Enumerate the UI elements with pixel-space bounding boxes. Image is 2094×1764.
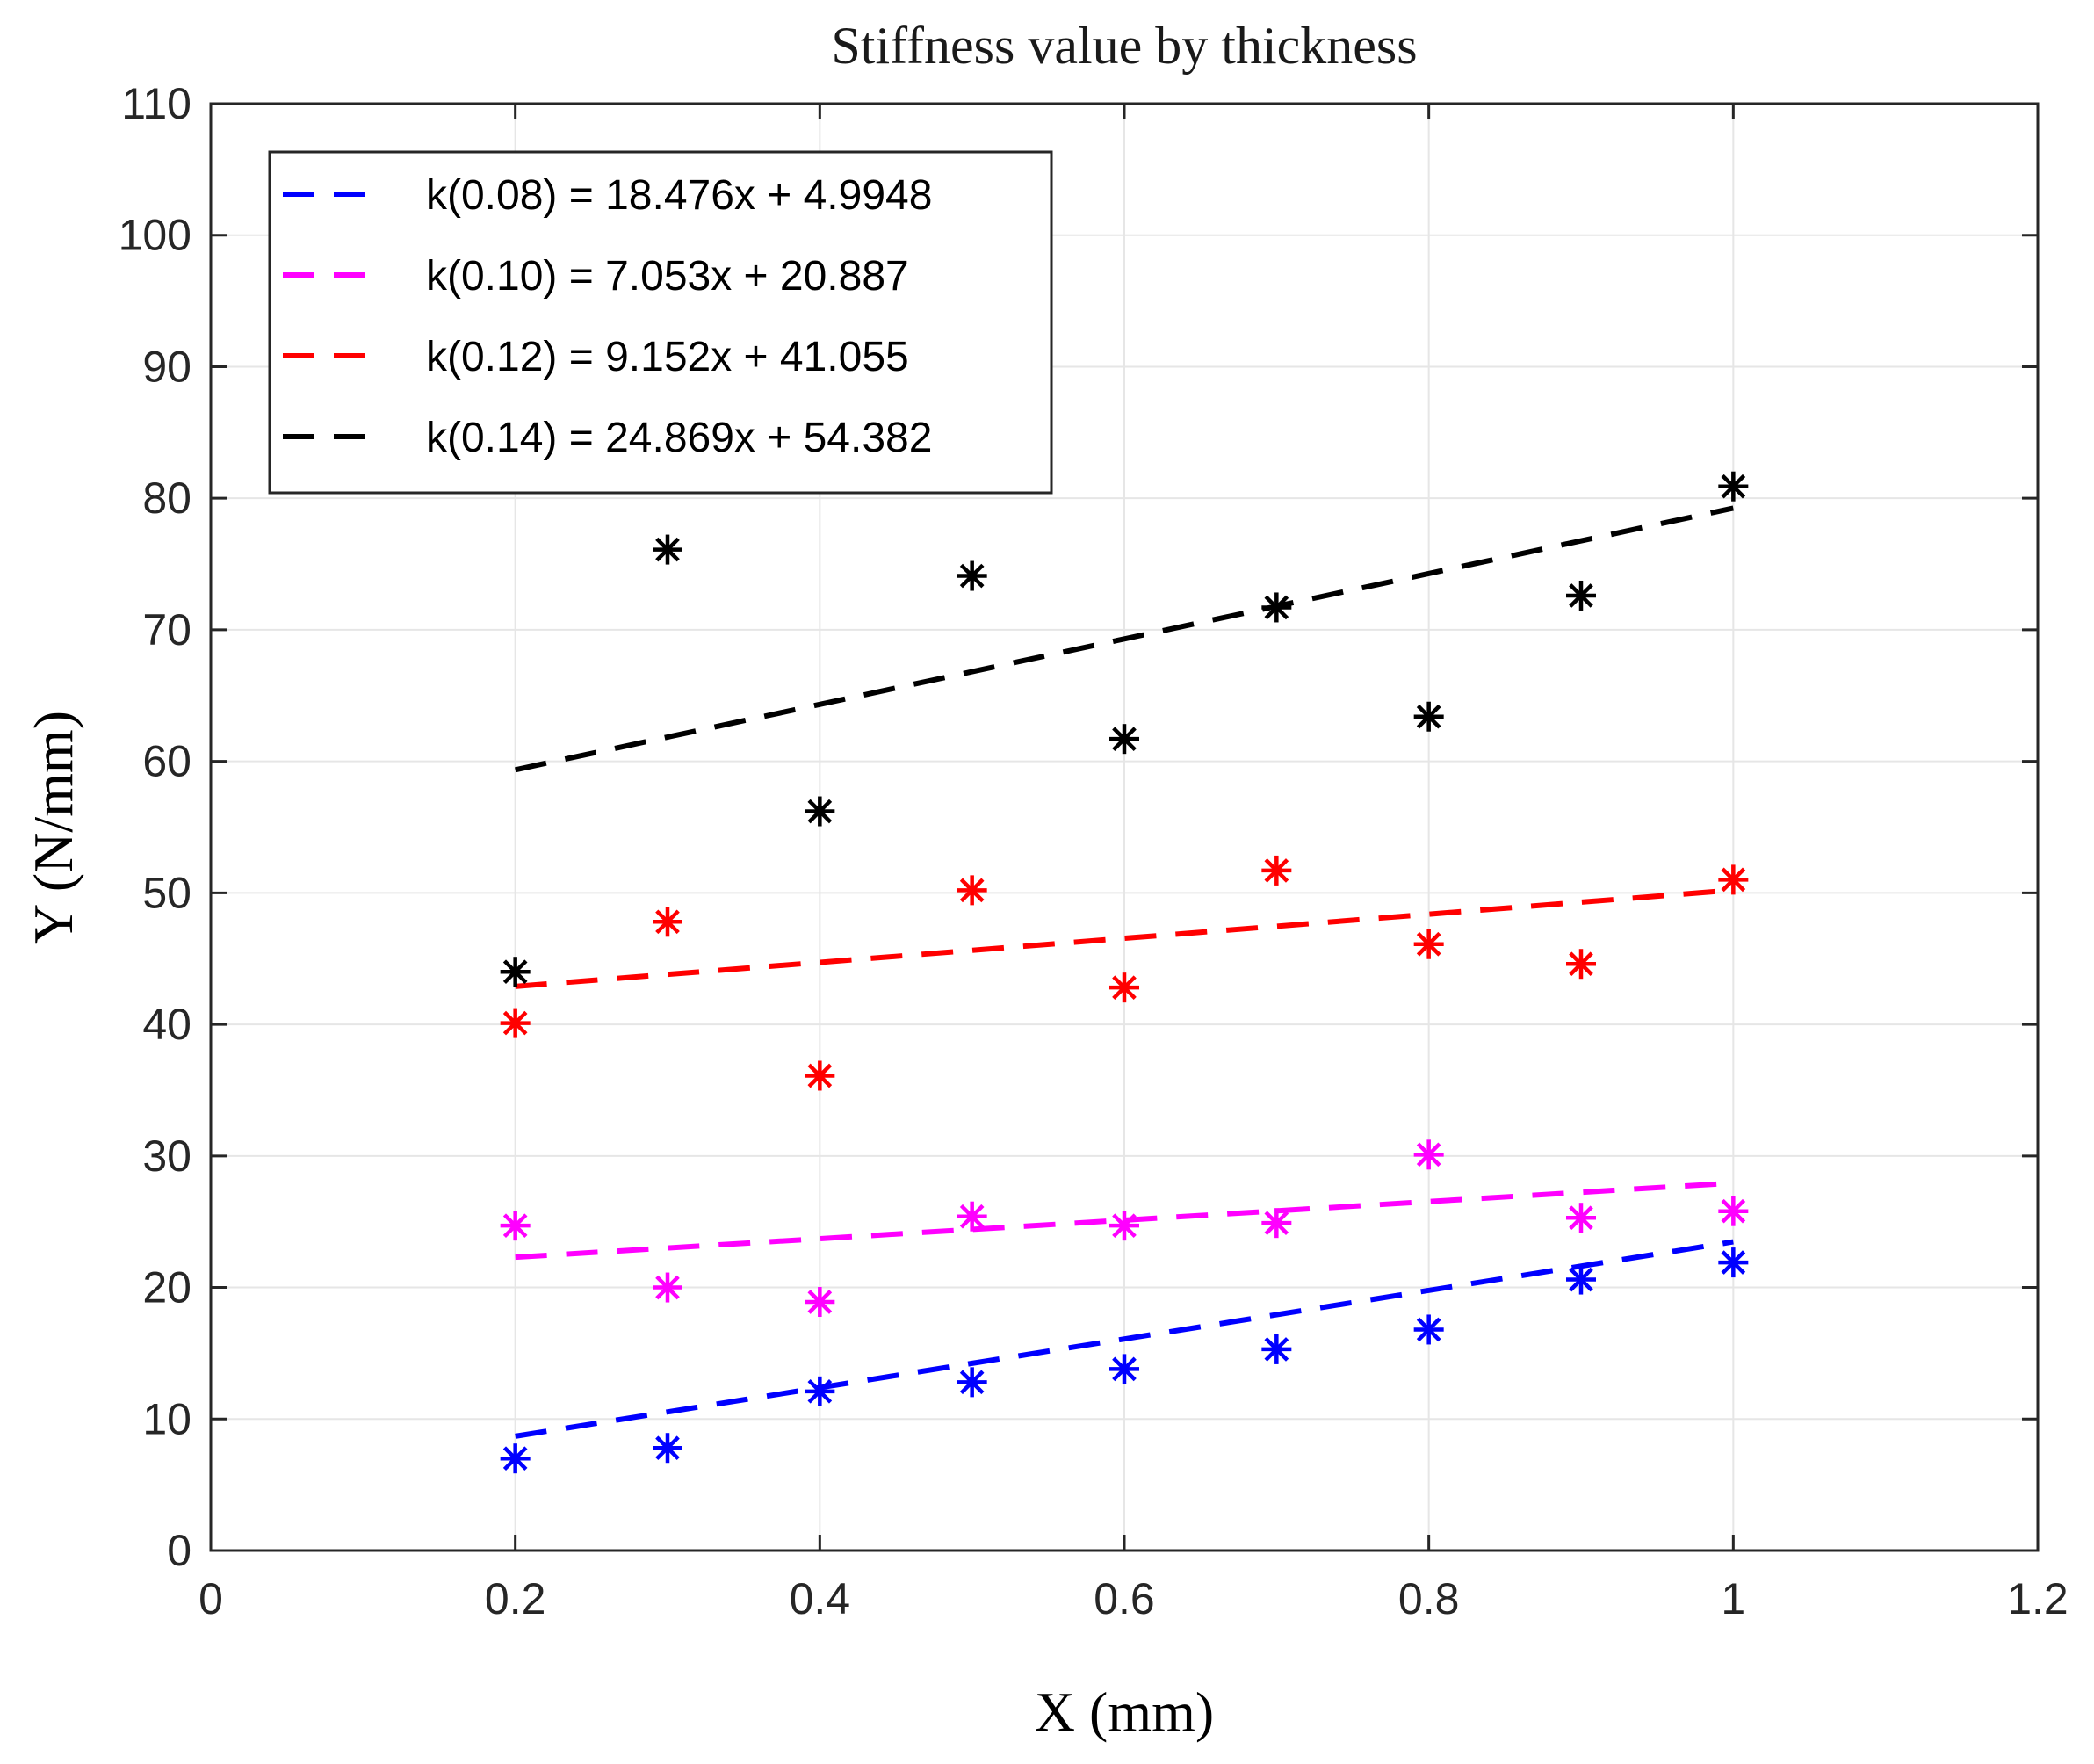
data-point-series-4 (500, 957, 531, 987)
data-point-series-1 (1109, 1354, 1139, 1384)
y-tick-label: 60 (142, 737, 191, 786)
legend-entry: k(0.12) = 9.152x + 41.055 (426, 334, 909, 380)
y-tick-label: 90 (142, 342, 191, 391)
data-point-series-1 (1261, 1334, 1292, 1364)
x-axis-label: X (mm) (1035, 1681, 1214, 1743)
data-point-series-4 (1109, 724, 1139, 755)
y-tick-label: 70 (142, 605, 191, 654)
y-tick-label: 0 (167, 1526, 191, 1575)
y-tick-label: 30 (142, 1131, 191, 1181)
y-tick-label: 100 (119, 211, 191, 260)
data-point-series-3 (500, 1008, 531, 1038)
legend-entry: k(0.10) = 7.053x + 20.887 (426, 253, 909, 300)
data-point-series-1 (957, 1367, 987, 1398)
data-point-series-3 (1109, 972, 1139, 1003)
legend-entry: k(0.14) = 24.869x + 54.382 (426, 415, 932, 461)
data-point-series-2 (500, 1211, 531, 1241)
data-point-series-4 (805, 796, 835, 827)
chart-title: Stiffness value by thickness (831, 17, 1417, 75)
data-point-series-2 (1413, 1139, 1444, 1170)
data-point-series-3 (1718, 864, 1749, 895)
data-point-series-3 (805, 1060, 835, 1091)
data-point-series-3 (1566, 949, 1596, 980)
data-point-series-3 (957, 875, 987, 906)
data-point-series-4 (653, 534, 682, 565)
y-tick-label: 20 (142, 1263, 191, 1312)
fit-line-series-1 (515, 1239, 1734, 1439)
data-point-series-1 (1413, 1314, 1444, 1345)
data-point-series-2 (1566, 1203, 1596, 1233)
data-point-series-1 (1718, 1247, 1749, 1278)
data-point-series-2 (653, 1272, 682, 1303)
data-point-series-2 (1261, 1208, 1292, 1239)
data-point-series-4 (1261, 592, 1292, 623)
legend: k(0.08) = 18.476x + 4.9948 k(0.10) = 7.05… (268, 150, 1053, 495)
data-point-series-2 (957, 1201, 987, 1232)
y-axis-label: Y (N/mm) (22, 711, 84, 944)
x-tick-label: 0.2 (485, 1574, 546, 1623)
y-tick-label: 110 (121, 79, 191, 128)
data-point-series-4 (1566, 580, 1596, 611)
data-point-series-3 (653, 907, 682, 937)
x-tick-label: 0.8 (1398, 1574, 1460, 1623)
data-point-series-4 (1413, 701, 1444, 732)
data-point-series-1 (1566, 1264, 1596, 1295)
x-tick-label: 1 (1721, 1574, 1745, 1623)
y-tick-label: 40 (142, 1000, 191, 1049)
fit-lines (515, 505, 1734, 1439)
data-point-series-1 (805, 1376, 835, 1406)
y-tick-label: 10 (142, 1394, 191, 1443)
x-tick-label: 0.6 (1094, 1574, 1155, 1623)
legend-box (268, 150, 1053, 495)
y-tick-label: 50 (142, 868, 191, 917)
data-point-series-1 (653, 1433, 682, 1464)
y-tick-label: 80 (142, 474, 191, 523)
data-point-series-2 (1718, 1196, 1749, 1226)
data-point-series-4 (1718, 471, 1749, 502)
data-point-series-2 (805, 1287, 835, 1318)
legend-entry: k(0.08) = 18.476x + 4.9948 (426, 172, 932, 219)
data-point-series-1 (500, 1443, 531, 1474)
x-tick-label: 1.2 (2007, 1574, 2069, 1623)
x-tick-label: 0.4 (790, 1574, 851, 1623)
ticks: 0 0.2 0.4 0.6 0.8 1 1.2 0 10 20 30 40 50 60 70 80 90 100 1… (119, 79, 2069, 1623)
data-point-series-3 (1413, 929, 1444, 959)
x-tick-label: 0 (199, 1574, 223, 1623)
data-point-series-3 (1261, 855, 1292, 886)
data-point-series-4 (957, 560, 987, 591)
data-points (500, 471, 1749, 1474)
fit-line-series-4 (515, 505, 1734, 773)
data-point-series-2 (1109, 1211, 1139, 1241)
